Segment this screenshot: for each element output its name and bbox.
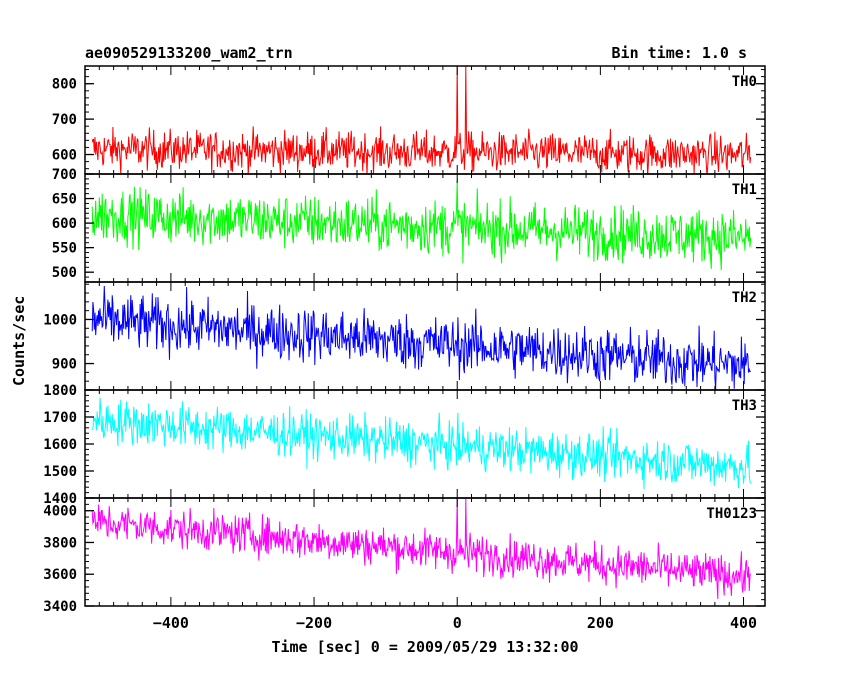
y-tick-label: 1500 [43, 464, 77, 480]
y-tick-label: 700 [52, 112, 77, 128]
panel-th1: 500 550 600 650 700 TH1 [52, 167, 766, 283]
chart-title: ae090529133200_wam2_trn [85, 44, 293, 62]
x-tick-label: −400 [153, 614, 189, 632]
y-tick-label: 3600 [43, 567, 77, 583]
x-tick-label: 400 [730, 614, 757, 632]
y-tick-label: 3800 [43, 535, 77, 551]
panel-th3: 1400 1500 1600 1700 1800 TH3 [43, 383, 766, 507]
panel-th2: 900 1000 TH2 [43, 281, 766, 391]
panel-name-label: TH2 [732, 290, 757, 306]
y-tick-label: 1400 [43, 491, 77, 507]
x-tick-label: −200 [296, 614, 332, 632]
series-line-th1 [91, 178, 752, 271]
y-axis-label: Counts/sec [10, 295, 28, 386]
y-tick-label: 1000 [43, 312, 77, 328]
y-tick-label: 650 [52, 192, 77, 208]
x-axis-label-text: Time [sec] 0 = 2009/05/29 13:32:00 [271, 638, 579, 656]
panel-name-label: TH0123 [706, 506, 757, 522]
panel-name-label: TH1 [732, 182, 757, 198]
x-tick-label: 200 [587, 614, 614, 632]
y-tick-label: 1800 [43, 383, 77, 399]
series-line-th3 [91, 397, 752, 490]
y-tick-label: 500 [52, 265, 77, 281]
bin-time-label: Bin time: 1.0 s [611, 44, 747, 62]
y-tick-label: 550 [52, 241, 77, 257]
panel-th0: 600 700 800 TH0 [52, 65, 766, 175]
y-tick-label: 600 [52, 148, 77, 164]
panel-frame [84, 497, 766, 607]
panel-th0123: 3400 3600 3800 4000 TH0123 [43, 497, 766, 615]
series-line-th0123 [91, 498, 752, 600]
y-tick-label: 3400 [43, 599, 77, 615]
x-tick-label: 0 [453, 614, 462, 632]
y-tick-label: 700 [52, 167, 77, 183]
y-tick-label: 600 [52, 216, 77, 232]
y-tick-label: 800 [52, 77, 77, 93]
y-tick-label: 900 [52, 357, 77, 373]
y-tick-label: 4000 [43, 504, 77, 520]
x-axis-label: Time [sec] 0 = 2009/05/29 13:32:00 [0, 638, 850, 656]
y-tick-label: 1600 [43, 437, 77, 453]
y-tick-label: 1700 [43, 410, 77, 426]
panel-name-label: TH0 [732, 74, 757, 90]
series-line-th0 [91, 66, 752, 174]
panel-name-label: TH3 [732, 398, 757, 414]
series-line-th2 [91, 285, 751, 390]
